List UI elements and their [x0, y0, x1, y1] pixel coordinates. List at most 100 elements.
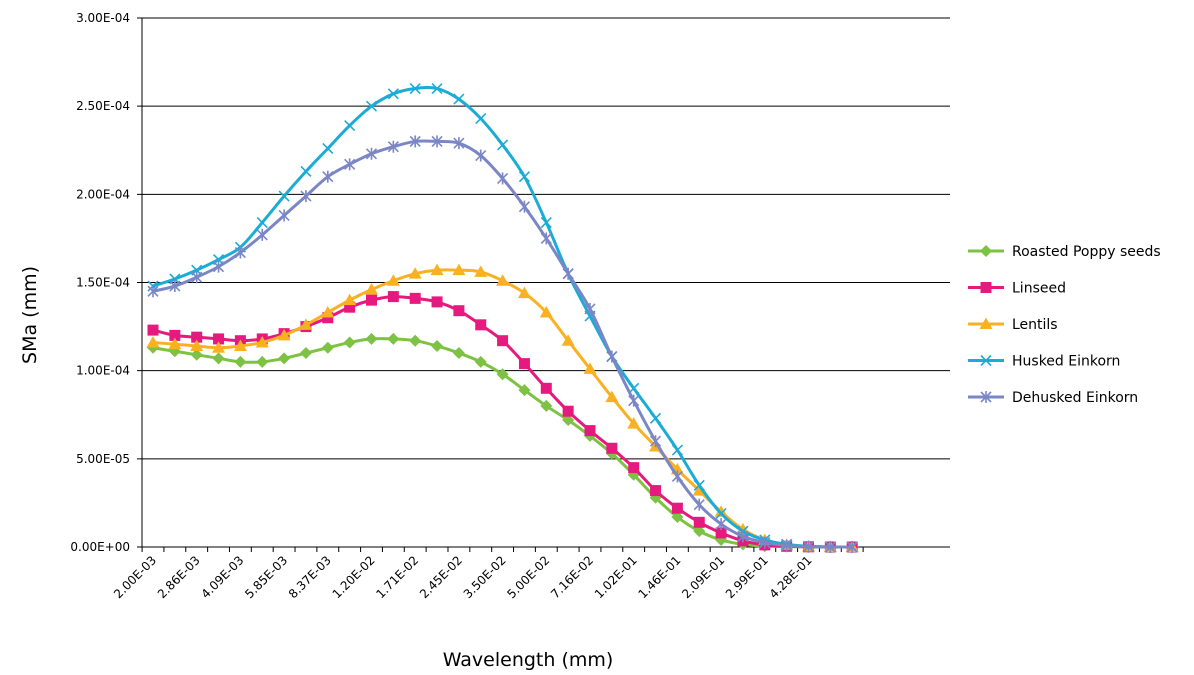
data-point: [409, 135, 421, 148]
data-point: [256, 355, 269, 368]
data-point: [299, 318, 313, 330]
data-point: [627, 417, 641, 429]
data-point: [278, 190, 290, 202]
data-point: [409, 292, 421, 304]
data-point: [693, 516, 705, 528]
legend-item: Lentils: [968, 317, 1058, 333]
data-point: [671, 511, 684, 524]
legend: Roasted Poppy seeds Linseed Lentils Husked …: [968, 244, 1161, 406]
marker-stroke: [453, 93, 465, 105]
legend-item: Roasted Poppy seeds: [968, 244, 1161, 260]
x-tick-label-group: 2.45E-02: [417, 553, 465, 601]
data-point: [715, 527, 727, 539]
data-point: [540, 399, 553, 412]
marker-stroke: [256, 216, 268, 229]
series-line: [152, 86, 853, 549]
data-point: [649, 435, 662, 448]
data-point: [387, 88, 399, 100]
x-tick-label-group: 1.71E-02: [373, 553, 421, 601]
data-point: [408, 267, 422, 279]
marker-stroke: [671, 444, 683, 456]
data-point: [300, 190, 312, 203]
data-point: [234, 355, 247, 368]
data-point: [649, 412, 662, 424]
data-point: [191, 331, 203, 343]
data-point: [497, 172, 509, 185]
x-tick-label-group: 1.46E-01: [636, 553, 684, 601]
data-point: [562, 267, 574, 280]
x-tick-label: 2.99E-01: [723, 553, 771, 601]
x-tick-labels: 2.00E-032.86E-034.09E-035.85E-038.37E-03…: [111, 553, 815, 601]
data-point: [344, 301, 356, 313]
x-tick-label: 1.46E-01: [636, 553, 684, 601]
data-point: [409, 334, 422, 347]
x-tick-label: 2.00E-03: [111, 553, 159, 601]
data-point: [300, 165, 312, 177]
data-point: [344, 119, 356, 132]
data-point: [431, 339, 444, 352]
x-tick-label-group: 2.86E-03: [155, 553, 203, 601]
x-tick-label-group: 5.85E-03: [242, 553, 290, 601]
data-point: [212, 260, 225, 273]
x-tick-label-group: 1.02E-01: [592, 553, 640, 601]
data-point: [715, 518, 727, 531]
data-point: [365, 147, 378, 160]
data-point: [321, 305, 335, 318]
data-point: [539, 305, 553, 318]
data-point: [518, 200, 531, 213]
x-tick-label: 4.28E-01: [767, 553, 815, 601]
data-point: [190, 339, 204, 351]
legend-marker: [980, 245, 992, 257]
data-point: [321, 341, 334, 354]
data-point: [693, 498, 705, 511]
data-point: [431, 82, 443, 95]
data-point: [453, 93, 465, 105]
x-tick-label-group: 5.00E-02: [504, 553, 552, 601]
x-tick-label: 1.71E-02: [373, 553, 421, 601]
marker-stroke: [518, 171, 531, 183]
data-point: [343, 336, 356, 349]
data-point: [322, 312, 334, 324]
data-point: [409, 82, 421, 95]
data-point: [322, 170, 334, 183]
y-tick-labels: 0.00E+00 5.00E-05 1.00E-04 1.50E-04 2.00E-04…: [70, 11, 130, 554]
data-point: [737, 530, 749, 543]
data-point: [277, 328, 291, 341]
data-point: [168, 337, 182, 350]
x-tick-label-group: 4.09E-03: [199, 553, 247, 601]
data-point: [322, 142, 334, 155]
data-point: [496, 368, 509, 381]
x-tick-label: 1.02E-01: [592, 553, 640, 601]
data-point: [475, 112, 487, 125]
legend-marker: [980, 391, 992, 403]
data-point: [234, 246, 246, 259]
data-point: [606, 442, 618, 454]
data-point: [540, 382, 552, 394]
data-point: [452, 347, 465, 360]
data-point: [233, 339, 247, 351]
data-point: [475, 319, 487, 331]
data-point: [518, 358, 530, 370]
data-point: [146, 335, 160, 348]
x-tick-label-group: 2.99E-01: [723, 553, 771, 601]
marker-stroke: [980, 354, 992, 367]
x-tick-label: 4.09E-03: [199, 553, 247, 601]
series-line: [152, 268, 853, 549]
data-point: [693, 479, 705, 491]
series-0: [147, 332, 859, 553]
marker-stroke: [322, 142, 334, 155]
data-point: [715, 507, 727, 520]
x-tick-label-group: 2.09E-01: [679, 553, 727, 601]
data-point: [518, 171, 531, 183]
data-point: [714, 505, 728, 517]
data-point: [628, 462, 640, 474]
x-tick-label: 5.00E-02: [504, 553, 552, 601]
marker-stroke: [431, 82, 443, 95]
x-tick-label: 5.85E-03: [242, 553, 290, 601]
marker-stroke: [278, 190, 290, 202]
data-point: [431, 135, 443, 148]
data-point: [496, 274, 510, 286]
data-point: [584, 302, 596, 315]
x-tick-label-group: 2.00E-03: [111, 553, 159, 601]
